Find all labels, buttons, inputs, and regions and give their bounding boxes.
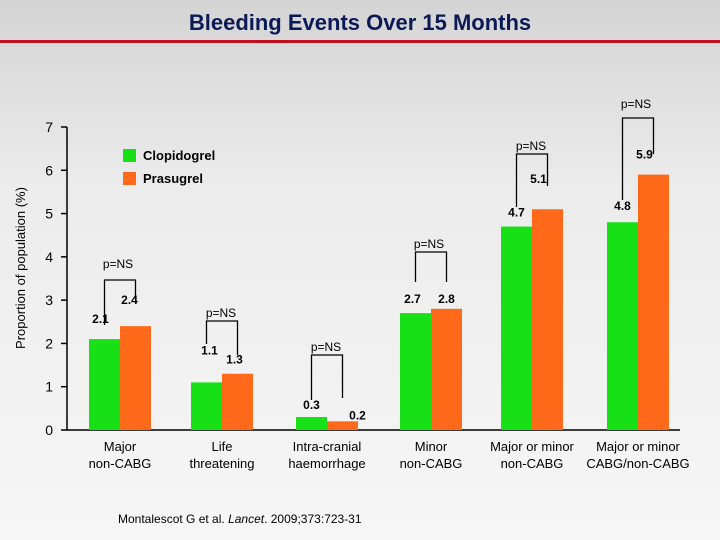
data-label: 0.3 bbox=[303, 398, 320, 412]
x-tick-label: Major or minor bbox=[490, 439, 574, 454]
significance-bracket bbox=[515, 153, 549, 207]
data-label: 2.7 bbox=[404, 292, 421, 306]
bar-prasugrel bbox=[532, 209, 563, 430]
bar-clopidogrel bbox=[191, 382, 222, 430]
legend-swatch bbox=[123, 172, 136, 185]
legend-label: Clopidogrel bbox=[143, 148, 215, 163]
significance-label: p=NS bbox=[414, 237, 444, 251]
y-tick-label: 1 bbox=[45, 379, 53, 395]
legend-label: Prasugrel bbox=[143, 171, 203, 186]
legend-swatch bbox=[123, 149, 136, 162]
data-label: 2.8 bbox=[438, 292, 455, 306]
bar-prasugrel bbox=[120, 326, 151, 430]
significance-label: p=NS bbox=[621, 97, 651, 111]
x-tick-label: non-CABG bbox=[89, 456, 152, 471]
data-label: 0.2 bbox=[349, 408, 366, 422]
data-label: 2.4 bbox=[121, 293, 138, 307]
bar-prasugrel bbox=[638, 174, 669, 430]
significance-label: p=NS bbox=[311, 340, 341, 354]
x-tick-label: Minor bbox=[415, 439, 448, 454]
bar-clopidogrel bbox=[89, 339, 120, 430]
data-label: 1.1 bbox=[201, 343, 218, 357]
bar-clopidogrel bbox=[296, 417, 327, 430]
x-tick-label: Major bbox=[104, 439, 137, 454]
significance-bracket bbox=[103, 279, 137, 325]
x-tick-label: non-CABG bbox=[400, 456, 463, 471]
x-tick-label: Major or minor bbox=[596, 439, 680, 454]
significance-bracket bbox=[205, 320, 239, 355]
citation-ref: . 2009;373:723-31 bbox=[264, 512, 362, 526]
x-tick-label: threatening bbox=[189, 456, 254, 471]
y-axis-title: Proportion of population (%) bbox=[13, 187, 28, 349]
y-tick-label: 0 bbox=[45, 422, 53, 438]
y-tick-label: 7 bbox=[45, 119, 53, 135]
significance-bracket bbox=[414, 251, 448, 282]
data-label: 4.8 bbox=[614, 199, 631, 213]
data-label: 2.1 bbox=[92, 312, 109, 326]
significance-label: p=NS bbox=[103, 257, 133, 271]
y-tick-label: 2 bbox=[45, 335, 53, 351]
x-tick-label: Intra-cranial bbox=[293, 439, 362, 454]
x-tick-label: CABG/non-CABG bbox=[586, 456, 689, 471]
y-tick-label: 5 bbox=[45, 206, 53, 222]
bar-clopidogrel bbox=[400, 313, 431, 430]
data-label: 4.7 bbox=[508, 206, 525, 220]
x-tick-label: haemorrhage bbox=[288, 456, 365, 471]
citation-authors: Montalescot G et al. bbox=[118, 512, 229, 526]
data-label: 5.9 bbox=[636, 148, 653, 162]
y-tick-label: 3 bbox=[45, 292, 53, 308]
y-tick-label: 4 bbox=[45, 249, 53, 265]
data-label: 1.3 bbox=[226, 353, 243, 367]
citation-journal: Lancet bbox=[228, 512, 265, 526]
significance-label: p=NS bbox=[516, 139, 546, 153]
significance-label: p=NS bbox=[206, 306, 236, 320]
x-tick-label: Life bbox=[212, 439, 233, 454]
y-tick-label: 6 bbox=[45, 162, 53, 178]
data-label: 5.1 bbox=[530, 172, 547, 186]
citation: Montalescot G et al. Lancet. 2009;373:72… bbox=[118, 512, 362, 526]
significance-bracket bbox=[310, 354, 344, 400]
bar-prasugrel bbox=[431, 308, 462, 430]
bar-clopidogrel bbox=[607, 222, 638, 430]
bar-prasugrel bbox=[222, 373, 253, 430]
bar-prasugrel bbox=[327, 421, 358, 430]
significance-bracket bbox=[621, 117, 655, 200]
chart-title: Bleeding Events Over 15 Months bbox=[188, 10, 532, 35]
bar-clopidogrel bbox=[501, 226, 532, 430]
title-divider bbox=[0, 40, 720, 43]
x-tick-label: non-CABG bbox=[501, 456, 564, 471]
